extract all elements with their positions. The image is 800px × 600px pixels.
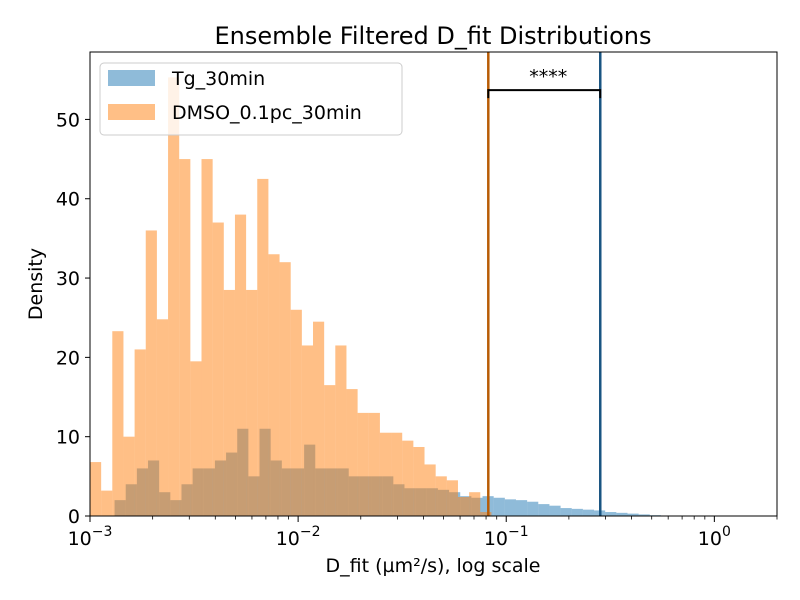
dmso-bar-5 <box>145 230 157 516</box>
dmso-bar-7 <box>168 77 180 516</box>
tg-bar-47 <box>627 513 639 516</box>
y-tick-label: 20 <box>56 347 80 369</box>
dmso-bar-20 <box>313 321 325 516</box>
x-tick-label: 10−3 <box>68 524 113 550</box>
y-tick-label: 50 <box>56 109 80 131</box>
legend-label-dmso: DMSO_0.1pc_30min <box>172 102 362 124</box>
tg-bar-41 <box>560 508 572 516</box>
tg-bar-38 <box>527 501 539 516</box>
dmso-bar-25 <box>368 412 380 516</box>
y-tick-label: 0 <box>68 506 80 528</box>
y-tick-label: 40 <box>56 189 80 211</box>
dmso-bar-1 <box>101 490 113 516</box>
significance-bracket-line <box>487 89 602 99</box>
dmso-bar-34 <box>469 492 481 516</box>
dmso-bar-13 <box>234 214 247 516</box>
x-axis-label: D_fit (µm²/s), log scale <box>326 555 541 577</box>
legend-swatch-tg <box>108 70 155 86</box>
dmso-bar-10 <box>201 159 213 517</box>
tg-bar-43 <box>582 509 595 516</box>
dmso-series-bars <box>90 77 492 517</box>
dmso-bar-31 <box>435 476 447 516</box>
dmso-bar-4 <box>134 349 146 516</box>
dmso-bar-27 <box>391 432 403 516</box>
dmso-bar-21 <box>324 385 336 516</box>
dmso-bar-6 <box>156 319 169 516</box>
dmso-bar-26 <box>379 432 392 516</box>
dmso-bar-2 <box>112 331 124 516</box>
y-axis-label: Density <box>25 248 47 320</box>
y-tick-label: 10 <box>56 427 80 449</box>
tg-bar-46 <box>616 512 628 516</box>
dmso-bar-19 <box>301 345 314 516</box>
tg-bar-45 <box>605 512 617 516</box>
x-tick-label: 10−2 <box>276 524 321 550</box>
dmso-bar-3 <box>123 436 135 516</box>
dmso-bar-12 <box>223 289 235 516</box>
dmso-bar-11 <box>212 222 224 516</box>
tg-bar-36 <box>504 499 516 516</box>
legend-swatch-dmso <box>108 104 155 120</box>
dmso-bar-0 <box>90 462 102 516</box>
legend: Tg_30min DMSO_0.1pc_30min <box>99 62 403 136</box>
x-tick-label: 10−1 <box>484 524 529 550</box>
x-tick-label: 100 <box>698 524 731 550</box>
dmso-bar-32 <box>446 480 458 516</box>
tg-bar-42 <box>571 508 583 516</box>
legend-label-tg: Tg_30min <box>171 68 265 90</box>
tg-bar-48 <box>638 514 650 516</box>
tg-bar-40 <box>549 505 561 516</box>
dmso-bar-15 <box>257 178 269 516</box>
tg-bar-39 <box>538 504 550 516</box>
dmso-bar-29 <box>413 446 425 516</box>
significance-label: **** <box>529 66 567 88</box>
dmso-bar-8 <box>179 159 191 517</box>
dmso-bar-30 <box>424 464 436 516</box>
dmso-bar-18 <box>290 309 302 516</box>
y-axis-ticks: 0 10 20 30 40 50 <box>56 109 90 528</box>
dmso-bar-14 <box>246 289 258 516</box>
dmso-bar-33 <box>457 496 470 516</box>
tg-bar-35 <box>493 497 505 516</box>
dmso-bar-9 <box>190 361 202 516</box>
tg-bar-37 <box>515 500 528 516</box>
dmso-bar-24 <box>357 412 369 516</box>
dmso-bar-17 <box>279 262 291 516</box>
legend-box <box>99 62 403 136</box>
dmso-bar-28 <box>402 440 414 516</box>
plot-frame <box>89 51 778 517</box>
chart-title: Ensemble Filtered D_fit Distributions <box>214 22 651 50</box>
dmso-bar-16 <box>268 254 280 516</box>
significance-bracket: **** <box>487 66 602 99</box>
dmso-bar-35 <box>480 512 492 516</box>
y-tick-label: 30 <box>56 268 80 290</box>
median-lines <box>487 52 602 516</box>
dmso-bar-22 <box>335 345 347 516</box>
dmso-bar-23 <box>346 389 358 516</box>
x-axis-ticks: 10−3 10−2 10−1 100 <box>68 516 778 550</box>
